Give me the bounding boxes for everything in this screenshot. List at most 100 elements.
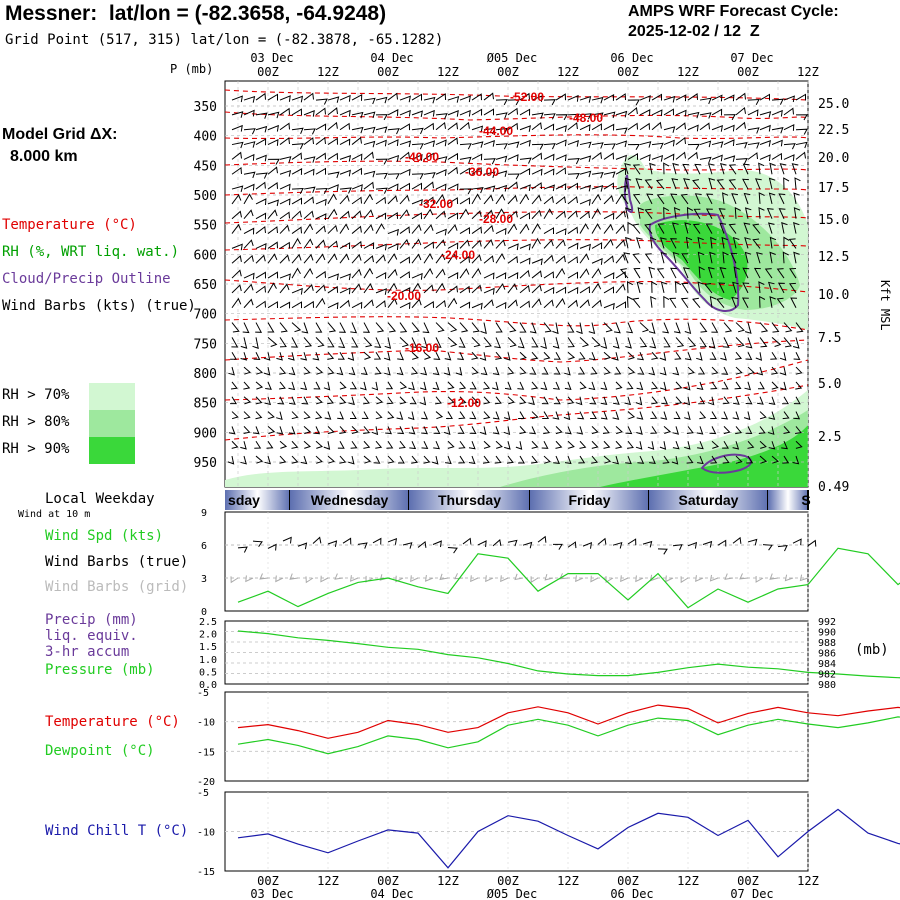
wind-barb [291, 168, 303, 175]
wind-barb [651, 381, 658, 390]
wind-barb [711, 108, 723, 116]
wind-barb [255, 242, 267, 250]
wind-barb [315, 322, 323, 333]
wind-barb [279, 301, 291, 309]
wind-barb-10m [252, 540, 263, 547]
date-tick-bottom: 04 Dec [370, 887, 413, 900]
wind-barb [459, 381, 467, 390]
wind-barb [555, 183, 567, 191]
wind-barb [267, 166, 278, 175]
wind-barb [279, 169, 292, 177]
wind-barb [565, 426, 572, 435]
wind-barb-grid [230, 576, 239, 584]
wind-barb [711, 154, 723, 162]
precip-tick: 2.5 [199, 617, 217, 628]
temperature-contour-label: -52.00 [510, 90, 544, 104]
wind-barb [276, 352, 283, 361]
wind-barb [386, 440, 394, 449]
time-tick-bottom: 12Z [437, 874, 459, 888]
temperature-contour [224, 186, 809, 196]
wind-barb [782, 396, 789, 405]
rh90-upper [655, 220, 748, 300]
wind-barb [240, 441, 247, 450]
time-tick-bottom: 12Z [797, 874, 819, 888]
wind-barb [579, 170, 592, 178]
wind-barb [747, 152, 758, 160]
wind-barb [327, 396, 334, 405]
wind-barb [447, 381, 455, 390]
wind-barb [615, 154, 627, 162]
wind-barb [732, 411, 740, 420]
wind-barb-10m [582, 542, 593, 549]
wind-barb [375, 114, 388, 121]
wind-barb [555, 228, 567, 235]
wind-barb [684, 222, 691, 234]
wind-barb [747, 440, 755, 449]
wind-barb [600, 396, 608, 405]
wind-barb [327, 337, 335, 348]
wind-barb [567, 158, 580, 165]
wind-barb [411, 366, 419, 375]
wind-barb [423, 109, 435, 117]
wind-barb [230, 351, 237, 360]
wind-barb [459, 301, 471, 309]
wind-barb-10m [702, 540, 713, 548]
wind-barb [350, 411, 357, 419]
wind-barb-10m [432, 540, 442, 548]
wind-barb [507, 223, 518, 234]
wind-barb [719, 267, 727, 279]
wind-barb [386, 381, 394, 390]
wind-barb [656, 268, 665, 279]
wind-barb [315, 270, 326, 279]
wind-barb [423, 140, 436, 147]
cycle-title: AMPS WRF Forecast Cycle: 2025-12-02 / 12… [628, 2, 839, 42]
wind-barb [680, 193, 689, 205]
wind-barb [684, 441, 691, 450]
wind-barb [255, 112, 268, 119]
temp-tick: -5 [197, 688, 209, 699]
wind-barb-10m [312, 536, 322, 544]
wind-barb [723, 426, 731, 435]
wind-barb [267, 181, 278, 190]
wind-barb [433, 352, 441, 360]
wind-barb [363, 111, 376, 119]
wind-barb [231, 185, 244, 193]
wind-barb [339, 273, 351, 281]
wind-barb [351, 253, 362, 264]
wind-barb [267, 322, 275, 333]
time-tick-bottom: 00Z [257, 874, 279, 888]
wind-barb [252, 337, 259, 349]
wind-barb [644, 208, 653, 220]
wind-barb [361, 411, 369, 420]
wind-barb [543, 113, 556, 120]
wind-barb [795, 93, 806, 101]
wind-barb [699, 322, 708, 333]
wind-barb [279, 254, 290, 264]
wind-barb [267, 158, 280, 165]
wind-barb [588, 381, 596, 391]
wind-barb-10m [657, 548, 668, 555]
wind-barb [575, 396, 583, 406]
wind-barb [495, 208, 505, 219]
time-tick-top: 12Z [797, 65, 819, 79]
wind-barb [529, 322, 537, 334]
wind-barb [363, 181, 374, 190]
weekday-cell [409, 490, 530, 510]
wind-barb [779, 366, 787, 376]
wind-barb [672, 251, 680, 264]
axis-tick-labels: 00Z00Z12Z12Z00Z00Z12Z12Z00Z00Z12Z12Z00Z0… [194, 51, 850, 900]
wind-barb [567, 94, 579, 102]
wind-barb [650, 411, 658, 419]
wind-barb [659, 237, 667, 249]
wind-barb [240, 455, 247, 465]
wind-barb [360, 381, 367, 391]
wind-barb [776, 297, 785, 309]
wind-barb [795, 151, 806, 160]
wind-barb [301, 396, 309, 405]
wind-barb-10m [507, 539, 518, 547]
wind-barb [471, 141, 484, 148]
wind-barb [531, 258, 543, 266]
wind-barb [507, 272, 519, 279]
wind-barb [384, 337, 392, 349]
wind-barb [591, 112, 604, 119]
